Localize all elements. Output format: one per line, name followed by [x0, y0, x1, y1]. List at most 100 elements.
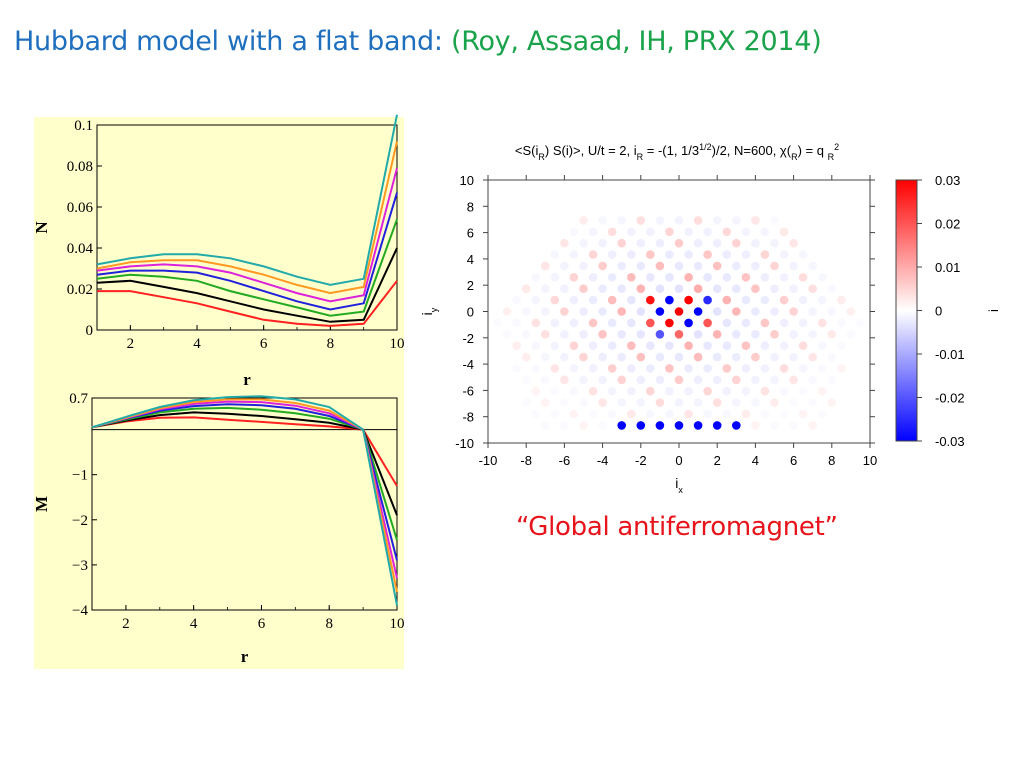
heatmap-point	[655, 307, 665, 316]
heatmap-point	[521, 330, 531, 339]
heatmap-point	[588, 227, 598, 237]
heatmap-point	[598, 330, 607, 339]
heatmap-point	[655, 421, 665, 430]
heatmap-point	[493, 318, 502, 328]
heatmap-point	[693, 352, 703, 362]
heatmap-point	[646, 250, 655, 259]
heatmap-point	[741, 318, 751, 328]
left-panel-background	[34, 117, 404, 669]
heatmap-point	[770, 307, 779, 316]
heatmap-point	[779, 273, 789, 282]
heatmap-point	[541, 261, 550, 271]
heatmap-point	[569, 295, 579, 305]
heatmap-point	[770, 330, 779, 339]
chart-n-vs-r: 2 4 6 8 10 0 0.02 0.04 0.06 0.08 0.1 r N	[32, 114, 405, 389]
chart-n-x-tick-label: 8	[327, 336, 335, 352]
heatmap-point	[808, 330, 817, 339]
heatmap-point	[751, 421, 760, 430]
heatmap-point	[541, 352, 550, 362]
heatmap-point	[655, 238, 665, 248]
heatmap-point	[617, 330, 626, 339]
chart-n-y-tick-label: 0.06	[67, 200, 94, 216]
caption-global-antiferromagnet: “Global antiferromagnet”	[516, 512, 838, 542]
heatmap-point	[693, 238, 703, 248]
heatmap-point	[531, 318, 541, 328]
heatmap-point	[665, 386, 674, 396]
heatmap-point	[579, 421, 588, 430]
heatmap-point	[550, 364, 560, 373]
heatmap-point	[521, 352, 531, 362]
chart-n-series-6	[96, 141, 398, 295]
heatmap-point	[798, 409, 808, 419]
heatmap-point	[789, 284, 798, 293]
chart-m-x-label: r	[241, 647, 249, 666]
heatmap-point	[598, 238, 607, 248]
heatmap-point	[607, 227, 617, 237]
heatmap-point	[646, 295, 655, 305]
heatmap-point	[521, 375, 531, 385]
heatmap-point	[818, 273, 827, 282]
heatmap-point	[636, 261, 646, 271]
heatmap-point	[741, 295, 751, 305]
heatmap-point	[779, 386, 789, 396]
heatmap-point	[541, 398, 550, 407]
heatmap-point	[798, 364, 808, 373]
heatmap-point	[674, 375, 684, 385]
heatmap-point	[779, 227, 789, 237]
heatmap-point	[808, 375, 817, 385]
chart-m-series-6	[91, 398, 398, 593]
heatmap-point	[598, 421, 607, 430]
heatmap-point	[617, 375, 626, 385]
heatmap-point	[789, 307, 798, 316]
heatmap-point	[665, 295, 674, 305]
chart-m-y-tick-label: −1	[72, 468, 88, 484]
heatmap-point	[732, 421, 741, 430]
heatmap-point	[751, 238, 760, 248]
heatmap-y-tick-label: -8	[462, 410, 474, 425]
heatmap-point	[550, 409, 560, 419]
heatmap-point	[531, 273, 541, 282]
heatmap-point	[512, 318, 521, 328]
heatmap-point	[798, 295, 808, 305]
chart-m-y-tick-label: −4	[72, 603, 88, 619]
heatmap-point	[712, 375, 722, 385]
heatmap-point	[684, 250, 693, 259]
heatmap-point	[636, 238, 646, 248]
heatmap-point	[655, 352, 665, 362]
heatmap-point	[521, 307, 531, 316]
heatmap-point	[627, 409, 636, 419]
heatmap-point	[770, 261, 779, 271]
heatmap-point	[646, 364, 655, 373]
heatmap-point	[674, 307, 684, 316]
heatmap-point	[655, 375, 665, 385]
heatmap-point	[703, 341, 712, 350]
heatmap-point	[741, 409, 751, 419]
heatmap-point	[607, 318, 617, 328]
heatmap-point	[569, 409, 579, 419]
heatmap-point	[798, 273, 808, 282]
heatmap-point	[827, 330, 837, 339]
heatmap-point	[684, 409, 693, 419]
heatmap-point	[779, 364, 789, 373]
heatmap-point	[741, 364, 751, 373]
heatmap-point	[770, 375, 779, 385]
chart-m-x-tick-label: 8	[325, 616, 333, 632]
heatmap-point	[741, 227, 751, 237]
heatmap-point	[627, 250, 636, 259]
heatmap-point	[760, 273, 770, 282]
heatmap-point	[588, 341, 598, 350]
heatmap-point	[607, 250, 617, 259]
heatmap-point	[703, 386, 712, 396]
heatmap-point	[846, 307, 856, 316]
colorbar-tick-label: -0.01	[935, 347, 965, 362]
heatmap-point	[674, 216, 684, 225]
heatmap-point	[703, 409, 712, 419]
heatmap-point	[541, 421, 550, 430]
heatmap-x-tick-label: 10	[863, 453, 877, 468]
chart-m-y-tick-label: −2	[72, 513, 88, 529]
heatmap-point	[760, 341, 770, 350]
heatmap-point	[655, 330, 665, 339]
heatmap-point	[674, 261, 684, 271]
heatmap-point	[531, 409, 541, 419]
heatmap-point	[760, 409, 770, 419]
